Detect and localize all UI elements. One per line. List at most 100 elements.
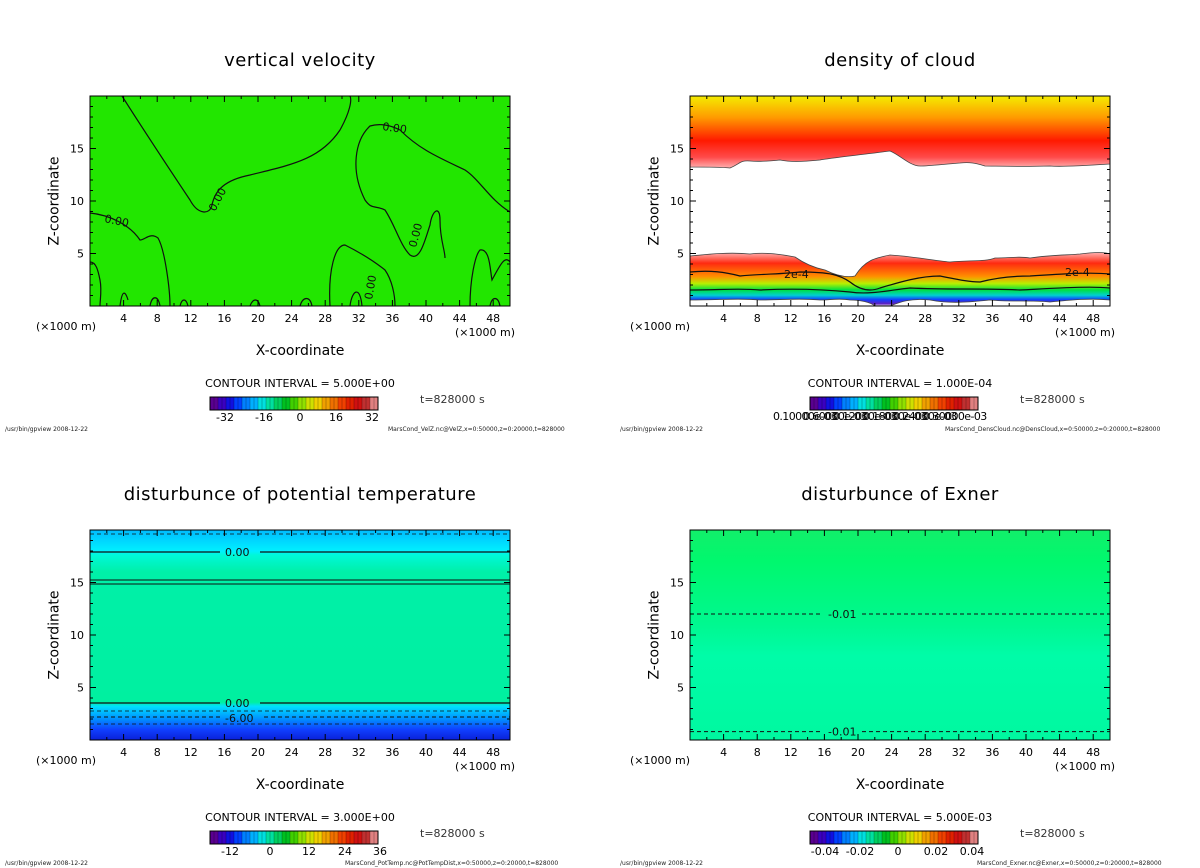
contour-line (121, 95, 352, 213)
colorbar-cell (866, 831, 871, 844)
colorbar-cell (918, 397, 923, 410)
colorbar-cell (910, 397, 915, 410)
contour-label: 0.00 (225, 697, 250, 710)
colorbar-cell (358, 831, 363, 844)
colorbar-cell (926, 397, 931, 410)
x-tick-label: 32 (352, 746, 366, 759)
contour-interval: CONTOUR INTERVAL = 1.000E-04 (807, 377, 993, 390)
colorbar-cell (838, 831, 843, 844)
colorbar-cell (226, 831, 231, 844)
colorbar-cell (238, 831, 243, 844)
colorbar-tick-label: 0.18000e-03 (863, 410, 927, 423)
colorbar-cell (846, 831, 851, 844)
colorbar-cell (314, 397, 319, 410)
colorbar-cell (214, 831, 219, 844)
colorbar-cell (922, 397, 927, 410)
colorbar-cell (242, 397, 247, 410)
x-tick-label: 24 (885, 746, 899, 759)
colorbar-cell (958, 397, 963, 410)
colorbar-cell (354, 397, 359, 410)
contour-label: -0.01 (828, 608, 856, 621)
y-ticks: 5 10 15 (670, 106, 1110, 296)
time-stamp: t=828000 s (1020, 393, 1085, 406)
colorbar-cell (290, 831, 295, 844)
colorbar-tick-label: 0.04 (959, 845, 985, 858)
x-tick-label: 20 (851, 746, 865, 759)
x-axis-label: X-coordinate (255, 343, 345, 359)
x-tick-label: 16 (217, 312, 231, 325)
colorbar-cell (254, 831, 259, 844)
y-tick-label: 10 (70, 629, 84, 642)
colorbar-cell (234, 397, 239, 410)
colorbar-cell (814, 397, 819, 410)
colorbar-cell (922, 831, 927, 844)
colorbar-cell (262, 397, 267, 410)
colorbar-cell (934, 397, 939, 410)
footer-right: MarsCond_Exner.nc@Exner,x=0:50000,z=0:20… (977, 860, 1162, 867)
y-ticks: 5 10 15 (70, 106, 510, 296)
x-tick-label: 8 (754, 746, 761, 759)
colorbar-cell (362, 397, 367, 410)
colorbar-cell (858, 397, 863, 410)
colorbar-cell (278, 831, 283, 844)
colorbar-cell (342, 397, 347, 410)
x-unit-right: (×1000 m) (455, 326, 516, 339)
colorbar-cell (846, 397, 851, 410)
colorbar-cell (210, 397, 215, 410)
colorbar-tick-label: -12 (221, 845, 239, 858)
footer-left: /usr/bin/gpview 2008-12-22 (620, 860, 703, 867)
colorbar-cell (294, 397, 299, 410)
colorbar-cell (894, 831, 899, 844)
chart-title: disturbunce of Exner (801, 484, 999, 505)
colorbar-cell (262, 831, 267, 844)
colorbar-cell (274, 831, 279, 844)
x-ticks: 4 8 12 16 20 24 28 32 36 40 44 48 (706, 96, 1111, 325)
contour-line (89, 261, 102, 307)
footer-right: MarsCond_VelZ.nc@VelZ,x=0:50000,z=0:2000… (388, 426, 565, 433)
colorbar-cell (826, 397, 831, 410)
colorbar-cell (882, 831, 887, 844)
x-tick-label: 36 (985, 746, 999, 759)
colorbar-cell (930, 831, 935, 844)
plot-svg: 0.00 0.00 0.00 0.00 0.00 4 8 12 16 20 24 28 32 3… (70, 95, 511, 411)
x-unit-left: (×1000 m) (630, 754, 691, 767)
colorbar-tick-label: 0.10000e-03 (773, 410, 837, 423)
x-tick-label: 40 (419, 746, 433, 759)
x-tick-label: 4 (720, 746, 727, 759)
colorbar-cell (250, 397, 255, 410)
x-tick-label: 16 (817, 746, 831, 759)
colorbar-cell (350, 831, 355, 844)
colorbar-cell (242, 831, 247, 844)
chart-title: disturbunce of potential temperature (123, 484, 477, 505)
colorbar-cell (870, 397, 875, 410)
chart-title: vertical velocity (224, 50, 376, 71)
colorbar-cell (910, 831, 915, 844)
colorbar-cell (966, 397, 971, 410)
colorbar-cell (850, 397, 855, 410)
x-tick-label: 32 (952, 312, 966, 325)
colorbar-cell (934, 831, 939, 844)
y-axis-label: Z-coordinate (646, 590, 663, 680)
contour-line (149, 297, 161, 307)
colorbar-cell (286, 397, 291, 410)
y-tick-label: 15 (70, 577, 84, 590)
contour-labels: 0.00 0.00 -6.00 (225, 546, 253, 725)
contour-lines (90, 533, 510, 725)
x-tick-label: 28 (918, 312, 932, 325)
y-tick-label: 15 (70, 143, 84, 156)
colorbar-cell (290, 397, 295, 410)
x-tick-label: 8 (754, 312, 761, 325)
contour-interval: CONTOUR INTERVAL = 3.000E+00 (205, 811, 395, 824)
colorbar-frame (209, 396, 379, 411)
contour-lines (689, 270, 1111, 294)
x-tick-label: 24 (285, 312, 299, 325)
y-tick-label: 10 (670, 629, 684, 642)
colorbar-cell (334, 397, 339, 410)
contour-label: 0.00 (362, 274, 379, 300)
colorbar-tick-label: 32 (365, 411, 379, 424)
x-tick-label: 20 (251, 746, 265, 759)
colorbar-frame (209, 830, 379, 845)
colorbar-cell (886, 831, 891, 844)
